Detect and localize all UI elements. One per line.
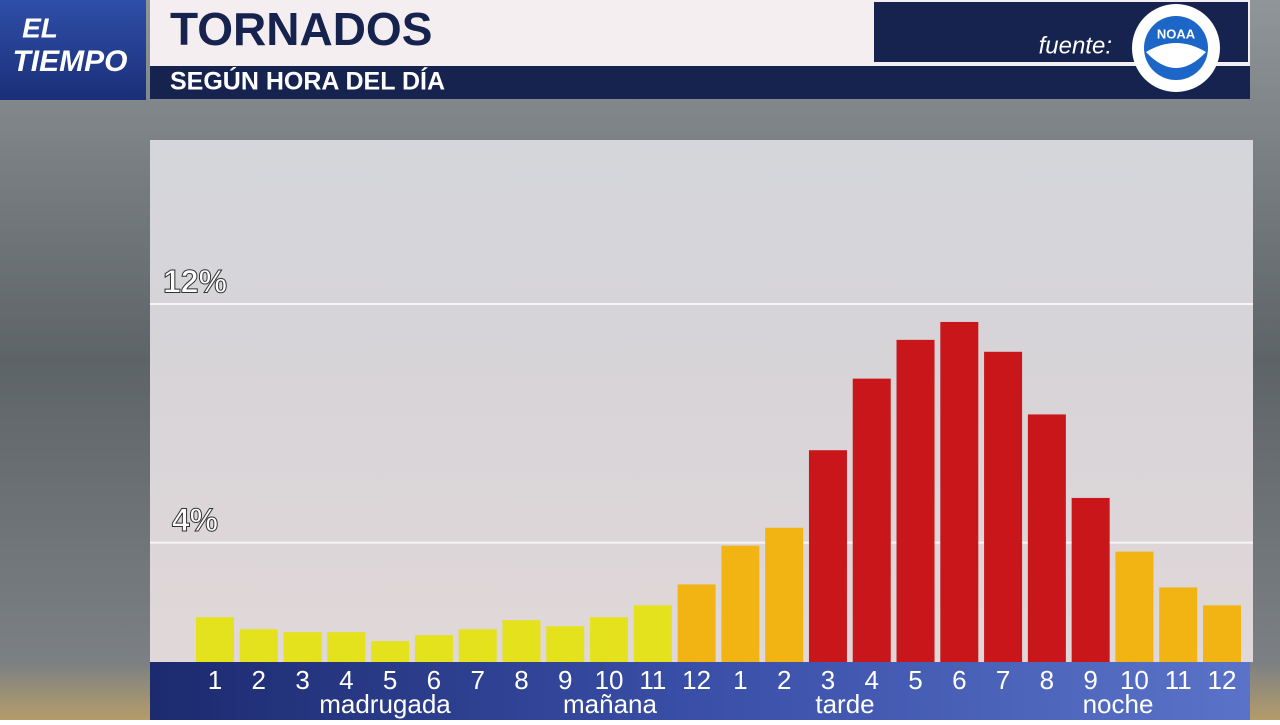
bar xyxy=(852,378,891,662)
x-tick-label: 12 xyxy=(682,665,711,695)
bar xyxy=(1115,551,1154,662)
x-tick-label: 2 xyxy=(777,665,791,695)
plot-area xyxy=(150,140,1253,662)
bar xyxy=(896,339,935,662)
x-tick-label: 5 xyxy=(383,665,397,695)
bar xyxy=(1071,497,1110,662)
x-tick-label: 12 xyxy=(1208,665,1237,695)
x-tick-label: 7 xyxy=(996,665,1010,695)
bar xyxy=(1203,605,1241,662)
x-tick-label: 8 xyxy=(1040,665,1054,695)
bar xyxy=(546,626,585,662)
subtitle-box xyxy=(150,66,1250,99)
axis-band xyxy=(150,662,1250,720)
x-tick-label: 11 xyxy=(1165,665,1192,695)
x-tick-label: 3 xyxy=(821,665,835,695)
bar xyxy=(196,617,234,662)
x-tick-label: 5 xyxy=(908,665,922,695)
brand: EL xyxy=(22,12,58,43)
bar xyxy=(808,450,847,662)
bar xyxy=(765,527,804,662)
noaa-logo xyxy=(1146,43,1206,68)
x-tick-label: 10 xyxy=(1120,665,1149,695)
y-tick-label: 4% xyxy=(172,502,218,538)
chart-subtitle: SEGÚN HORA DEL DÍA xyxy=(170,66,445,96)
x-tick-label: 2 xyxy=(252,665,266,695)
period-label: madrugada xyxy=(319,689,451,719)
x-tick-label: 6 xyxy=(427,665,441,695)
chart-title: TORNADOS xyxy=(170,3,432,55)
x-tick-label: 1 xyxy=(733,665,747,695)
noaa-logo-text: NOAA xyxy=(1157,26,1196,41)
x-tick-label: 11 xyxy=(639,665,666,695)
y-tick-label: 12% xyxy=(163,264,227,300)
x-tick-label: 6 xyxy=(952,665,966,695)
x-tick-label: 1 xyxy=(208,665,222,695)
brand-box xyxy=(0,0,146,100)
bar xyxy=(590,617,629,662)
x-tick-label: 4 xyxy=(339,665,353,695)
bar xyxy=(502,620,541,662)
bar xyxy=(721,545,760,662)
x-tick-label: 7 xyxy=(470,665,484,695)
bar xyxy=(414,635,453,662)
bar xyxy=(371,641,410,662)
source-label: fuente: xyxy=(1039,32,1112,59)
bar xyxy=(239,629,278,662)
bar xyxy=(283,632,322,662)
bar xyxy=(1159,587,1198,662)
bar xyxy=(940,321,979,662)
x-tick-label: 3 xyxy=(295,665,309,695)
bar xyxy=(458,629,497,662)
bar xyxy=(633,605,672,662)
x-tick-label: 9 xyxy=(558,665,572,695)
bar xyxy=(984,351,1023,662)
period-label: mañana xyxy=(563,689,657,719)
period-label: noche xyxy=(1083,689,1154,719)
period-label: tarde xyxy=(815,689,874,719)
x-tick-label: 9 xyxy=(1083,665,1097,695)
bar xyxy=(1027,414,1066,662)
bar xyxy=(677,584,716,662)
x-tick-label: 10 xyxy=(595,665,624,695)
brand: TIEMPO xyxy=(12,45,127,78)
x-tick-label: 8 xyxy=(514,665,528,695)
x-tick-label: 4 xyxy=(865,665,879,695)
bar xyxy=(327,632,366,662)
